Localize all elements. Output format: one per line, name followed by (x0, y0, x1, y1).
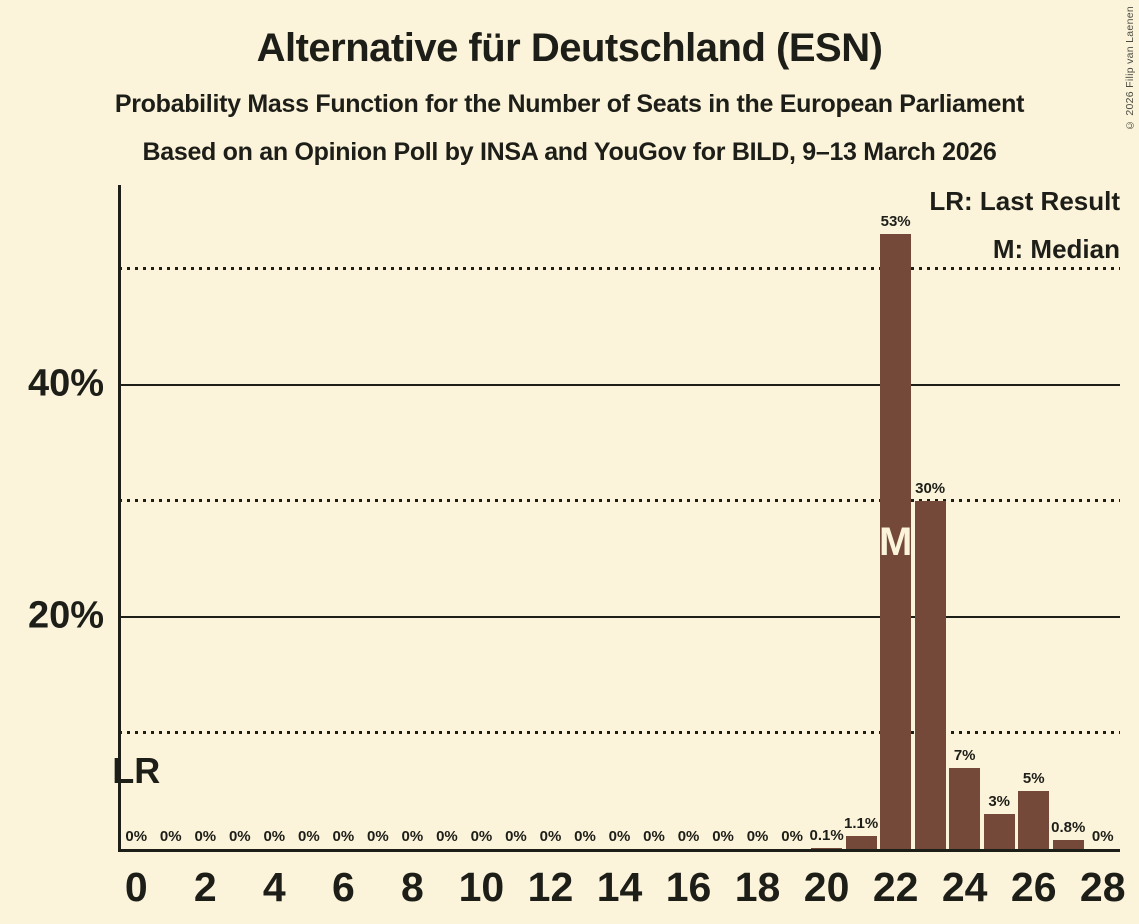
x-tick-label-8: 8 (400, 864, 424, 910)
bar-value-label-seat-2: 0% (194, 828, 217, 845)
bar-value-label-seat-25: 3% (988, 793, 1011, 810)
x-tick-label-6: 6 (331, 864, 355, 910)
bar-value-label-seat-7: 0% (367, 828, 389, 845)
bar-value-label-seat-20: 0.1% (809, 827, 844, 844)
legend-median: M: Median (992, 234, 1120, 264)
x-tick-label-20: 20 (803, 864, 850, 910)
last-result-marker: LR (112, 750, 161, 791)
x-tick-label-24: 24 (941, 864, 988, 910)
bar-value-label-seat-23: 30% (915, 480, 946, 497)
bar-value-label-seat-13: 0% (574, 828, 596, 845)
bar-seat-21 (845, 836, 877, 849)
bar-value-label-seat-6: 0% (332, 828, 355, 845)
plot-area: LR: Last Result M: Median LR M 0% 0% 0% 0% 0… (112, 185, 1120, 852)
x-tick-label-4: 4 (262, 864, 286, 910)
bar-value-label-seat-16: 0% (677, 828, 700, 845)
bar-value-label-seat-26: 5% (1022, 770, 1045, 787)
bar-value-label-seat-11: 0% (505, 828, 527, 845)
bar-value-label-seat-8: 0% (401, 828, 424, 845)
x-tick-label-2: 2 (193, 864, 217, 910)
legend-last-result: LR: Last Result (929, 186, 1120, 216)
gridline-dotted-50 (119, 267, 1120, 270)
gridline-solid-40 (119, 384, 1120, 386)
median-marker: M (878, 519, 913, 564)
bar-value-label-seat-15: 0% (643, 828, 665, 845)
bar-value-label-seat-9: 0% (436, 828, 458, 845)
bar-value-label-seat-21: 1.1% (844, 815, 879, 832)
gridline-solid-20 (119, 616, 1120, 618)
bar-value-label-seat-14: 0% (608, 828, 631, 845)
bar-value-label-seat-22: 53% (880, 213, 911, 230)
x-tick-label-18: 18 (734, 864, 781, 910)
x-tick-label-12: 12 (527, 864, 574, 910)
bar-value-label-seat-5: 0% (298, 828, 320, 845)
gridline-dotted-10 (119, 731, 1120, 734)
y-tick-label-40: 40% (27, 362, 104, 405)
y-tick-label-20: 20% (27, 594, 104, 637)
bar-value-label-seat-0: 0% (125, 828, 148, 845)
x-axis-line (118, 849, 1120, 852)
x-tick-label-16: 16 (665, 864, 712, 910)
bar-seat-23 (914, 501, 946, 849)
bar-value-label-seat-19: 0% (781, 828, 803, 845)
x-tick-label-22: 22 (872, 864, 919, 910)
bar-value-label-seat-12: 0% (539, 828, 562, 845)
chart-source-line: Based on an Opinion Poll by INSA and You… (142, 138, 997, 166)
x-tick-label-14: 14 (596, 864, 643, 910)
bar-value-label-seat-1: 0% (159, 828, 182, 845)
y-axis-line (118, 185, 121, 852)
chart-subtitle: Probability Mass Function for the Number… (114, 90, 1025, 118)
bar-seat-24 (949, 768, 981, 849)
bar-seat-20 (811, 848, 843, 849)
bar-value-label-seat-28: 0% (1091, 828, 1114, 845)
x-tick-label-0: 0 (124, 864, 148, 910)
bar-value-label-seat-17: 0% (712, 828, 734, 845)
bar-seat-27 (1052, 840, 1084, 849)
x-tick-label-26: 26 (1010, 864, 1057, 910)
bar-seat-22 (880, 234, 912, 849)
x-tick-label-28: 28 (1079, 864, 1126, 910)
x-tick-label-10: 10 (458, 864, 505, 910)
gridline-dotted-30 (119, 499, 1120, 502)
bar-value-label-seat-4: 0% (263, 828, 286, 845)
bar-value-label-seat-24: 7% (953, 747, 976, 764)
bar-value-label-seat-18: 0% (746, 828, 769, 845)
bar-seat-26 (1018, 791, 1050, 849)
bar-value-label-seat-27: 0.8% (1051, 819, 1086, 836)
bar-value-label-seat-10: 0% (470, 828, 493, 845)
bar-seat-25 (983, 814, 1015, 849)
bar-value-label-seat-3: 0% (228, 828, 251, 845)
chart-title: Alternative für Deutschland (ESN) (256, 26, 883, 70)
